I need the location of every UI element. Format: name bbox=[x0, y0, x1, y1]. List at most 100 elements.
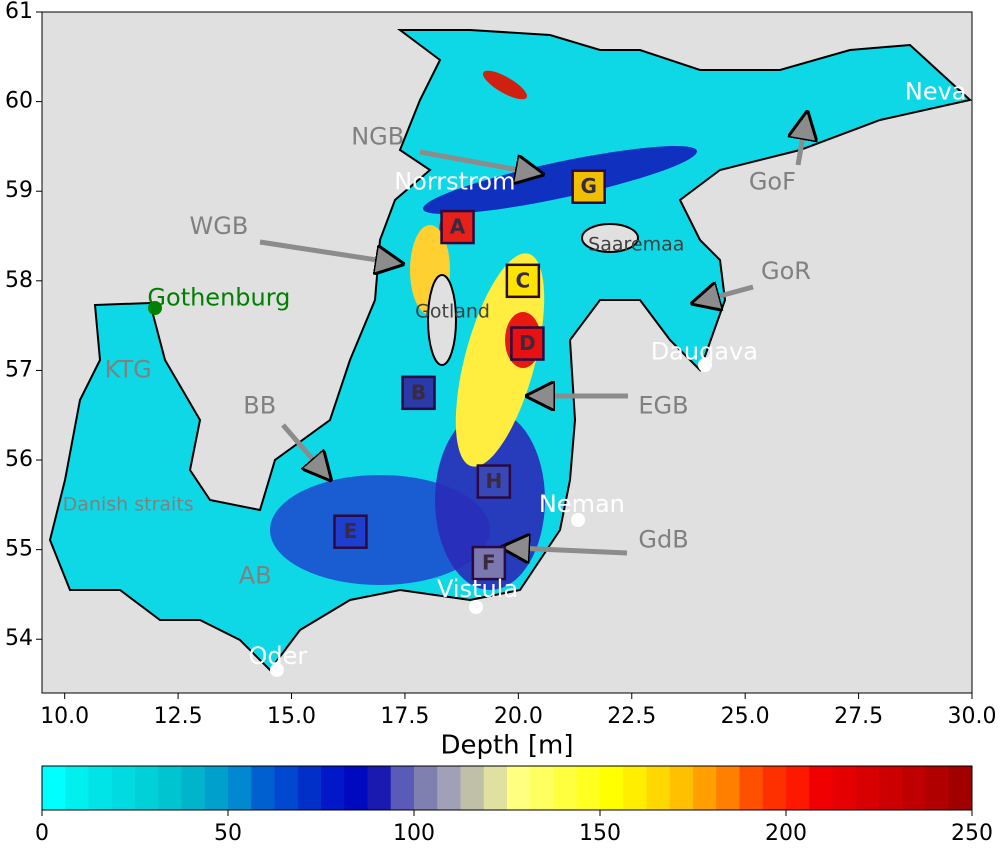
x-tick-label: 30.0 bbox=[948, 704, 997, 729]
colorbar-swatch bbox=[251, 766, 275, 810]
place-label: BB bbox=[243, 391, 276, 419]
colorbar-frame bbox=[41, 765, 973, 811]
y-tick-label: 57 bbox=[5, 357, 33, 382]
place-label: Daugava bbox=[651, 338, 758, 366]
place-label: Norrstrom bbox=[394, 167, 515, 195]
region-box bbox=[401, 375, 436, 411]
colorbar-swatch bbox=[88, 766, 113, 810]
place-label: WGB bbox=[190, 212, 249, 240]
place-label: NGB bbox=[351, 122, 404, 150]
place-label: Neman bbox=[539, 490, 625, 518]
colorbar-tick-label: 250 bbox=[951, 821, 993, 846]
y-tick-label: 58 bbox=[5, 268, 33, 293]
y-tick-label: 55 bbox=[5, 537, 33, 562]
y-tick-label: 59 bbox=[5, 178, 33, 203]
colorbar-swatch bbox=[297, 766, 322, 810]
x-tick-label: 27.5 bbox=[834, 704, 883, 729]
region-label: H bbox=[485, 469, 502, 493]
city-marker bbox=[148, 301, 162, 315]
place-label: Oder bbox=[249, 642, 308, 670]
x-tick-label: 10.0 bbox=[40, 704, 89, 729]
colorbar-tick-label: 50 bbox=[214, 821, 242, 846]
colorbar-swatch bbox=[135, 766, 159, 810]
region-box bbox=[571, 169, 606, 204]
colorbar-swatch bbox=[414, 766, 438, 810]
colorbar-swatch bbox=[669, 766, 694, 810]
colorbar-swatch bbox=[460, 766, 485, 810]
region-box bbox=[333, 514, 368, 549]
region-label: D bbox=[519, 331, 536, 355]
colorbar-swatch bbox=[786, 766, 810, 810]
colorbar-swatch bbox=[530, 766, 554, 810]
colorbar-swatch bbox=[576, 766, 601, 810]
region-box bbox=[471, 545, 507, 581]
colorbar-swatch bbox=[65, 766, 89, 810]
x-tick-label: 25.0 bbox=[721, 704, 770, 729]
colorbar-swatch bbox=[879, 766, 903, 810]
place-label: Gothenburg bbox=[147, 284, 290, 312]
colorbar-swatch bbox=[274, 766, 299, 810]
colorbar-swatch bbox=[716, 766, 740, 810]
colorbar-swatch bbox=[228, 766, 252, 810]
colorbar-swatch bbox=[111, 766, 136, 810]
place-label: AB bbox=[239, 562, 272, 590]
colorbar-swatch bbox=[832, 766, 857, 810]
place-label: Danish straits bbox=[63, 493, 194, 515]
region-label: A bbox=[450, 215, 466, 239]
colorbar-swatch bbox=[623, 766, 647, 810]
region-box bbox=[440, 209, 475, 245]
region-label: F bbox=[482, 551, 496, 575]
colorbar-tick-label: 0 bbox=[35, 821, 49, 846]
place-label: Gotland bbox=[415, 301, 490, 323]
place-label: GdB bbox=[638, 526, 688, 554]
place-label: EGB bbox=[638, 391, 688, 419]
region-label: E bbox=[344, 519, 358, 543]
colorbar-swatch bbox=[204, 766, 229, 810]
colorbar-swatch bbox=[693, 766, 717, 810]
colorbar-swatch bbox=[181, 766, 206, 810]
colorbar-swatch bbox=[321, 766, 345, 810]
colorbar-swatch bbox=[390, 766, 415, 810]
colorbar-label: Depth [m] bbox=[440, 731, 573, 761]
region-box bbox=[510, 326, 545, 361]
colorbar-swatch bbox=[948, 766, 973, 810]
y-tick-label: 61 bbox=[5, 0, 33, 24]
colorbar-swatch bbox=[809, 766, 833, 810]
region-box bbox=[476, 464, 512, 499]
colorbar-swatch bbox=[483, 766, 508, 810]
x-tick-label: 15.0 bbox=[267, 704, 316, 729]
colorbar-swatch bbox=[600, 766, 624, 810]
colorbar-tick-label: 200 bbox=[765, 821, 807, 846]
y-tick-label: 60 bbox=[5, 89, 33, 114]
region-box bbox=[505, 263, 541, 299]
colorbar-tick-label: 150 bbox=[579, 821, 621, 846]
x-tick-label: 17.5 bbox=[380, 704, 429, 729]
y-tick-label: 54 bbox=[5, 626, 33, 651]
colorbar-swatch bbox=[437, 766, 461, 810]
colorbar-swatch bbox=[762, 766, 787, 810]
colorbar-swatch bbox=[507, 766, 531, 810]
colorbar-swatch bbox=[367, 766, 392, 810]
colorbar-swatch bbox=[646, 766, 671, 810]
place-label: Neva bbox=[905, 78, 967, 106]
x-tick-label: 22.5 bbox=[607, 704, 656, 729]
arrows bbox=[259, 125, 805, 553]
region-label: G bbox=[580, 174, 596, 198]
y-tick-label: 56 bbox=[5, 447, 33, 472]
river-mouths bbox=[270, 358, 712, 677]
colorbar-swatch bbox=[902, 766, 926, 810]
place-label: GoR bbox=[761, 257, 811, 285]
colorbar-swatch bbox=[344, 766, 368, 810]
colorbar-swatch bbox=[739, 766, 764, 810]
region-label: B bbox=[411, 380, 426, 404]
x-tick-label: 20.0 bbox=[494, 704, 543, 729]
place-label: Saaremaa bbox=[588, 233, 684, 255]
colorbar-swatch bbox=[553, 766, 578, 810]
colorbar-swatch bbox=[158, 766, 182, 810]
colorbar-swatch bbox=[925, 766, 950, 810]
map-frame bbox=[41, 11, 973, 694]
colorbar-tick-label: 100 bbox=[393, 821, 435, 846]
place-label: KTG bbox=[105, 355, 152, 383]
